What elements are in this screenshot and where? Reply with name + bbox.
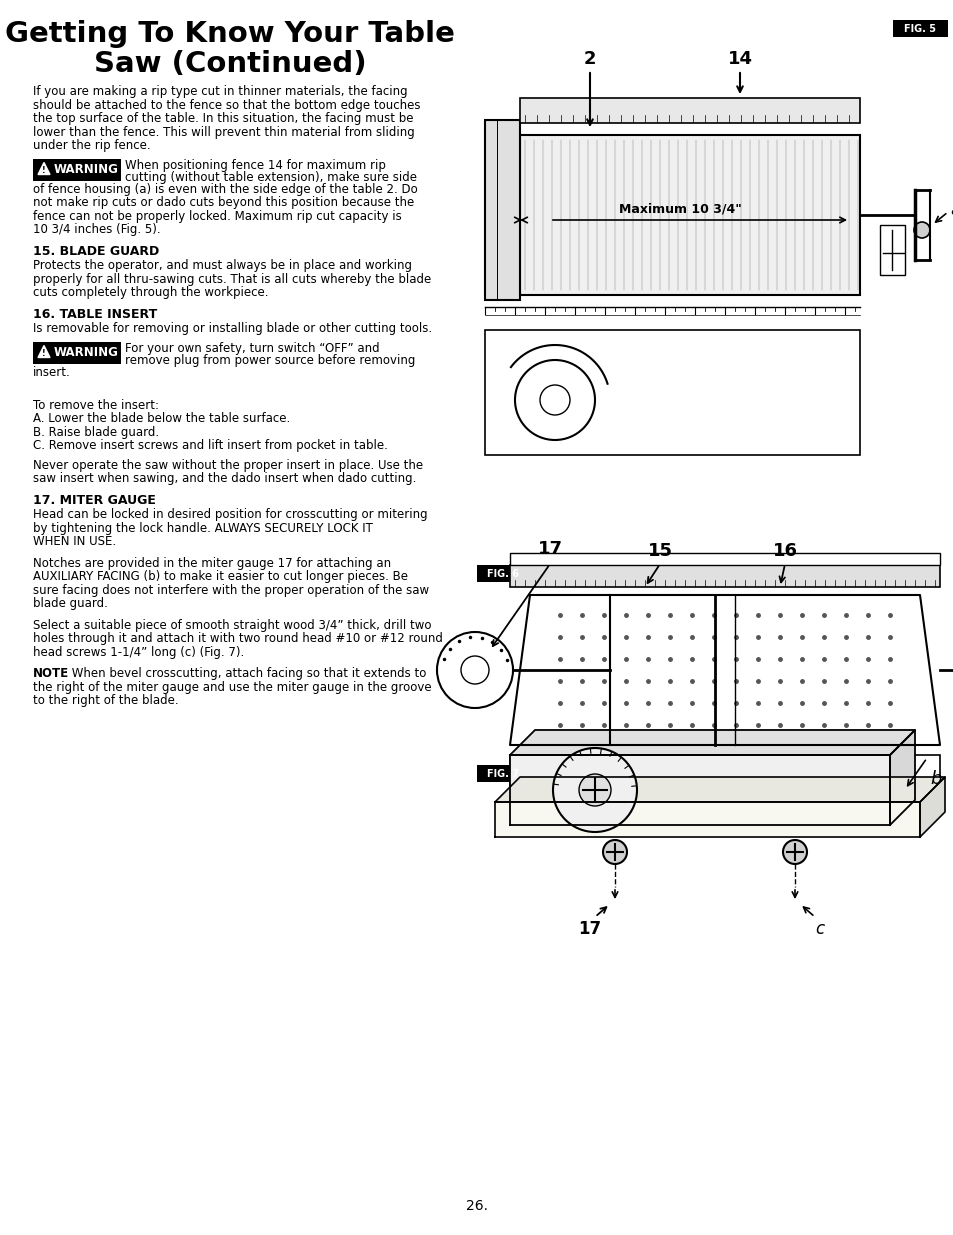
FancyBboxPatch shape <box>510 564 939 587</box>
Text: A. Lower the blade below the table surface.: A. Lower the blade below the table surfa… <box>33 412 290 425</box>
Text: 10 3/4 inches (Fig. 5).: 10 3/4 inches (Fig. 5). <box>33 224 160 236</box>
Polygon shape <box>889 730 914 825</box>
Text: WHEN IN USE.: WHEN IN USE. <box>33 535 116 548</box>
Text: 17: 17 <box>578 920 601 939</box>
Circle shape <box>602 840 626 864</box>
Text: 26.: 26. <box>465 1199 488 1213</box>
FancyBboxPatch shape <box>892 20 947 37</box>
Text: To remove the insert:: To remove the insert: <box>33 399 159 411</box>
Text: B. Raise blade guard.: B. Raise blade guard. <box>33 426 159 438</box>
FancyBboxPatch shape <box>33 342 121 363</box>
Text: Is removable for removing or installing blade or other cutting tools.: Is removable for removing or installing … <box>33 322 432 335</box>
Polygon shape <box>510 595 939 745</box>
Text: should be attached to the fence so that the bottom edge touches: should be attached to the fence so that … <box>33 99 420 111</box>
Text: 16. TABLE INSERT: 16. TABLE INSERT <box>33 308 157 321</box>
Text: blade guard.: blade guard. <box>33 597 108 610</box>
Text: b: b <box>929 769 941 788</box>
Text: Notches are provided in the miter gauge 17 for attaching an: Notches are provided in the miter gauge … <box>33 557 391 569</box>
Text: by tightening the lock handle. ALWAYS SECURELY LOCK IT: by tightening the lock handle. ALWAYS SE… <box>33 521 373 535</box>
Polygon shape <box>495 777 944 802</box>
Circle shape <box>913 222 929 238</box>
FancyBboxPatch shape <box>510 553 939 564</box>
Text: Saw (Continued): Saw (Continued) <box>93 49 366 78</box>
Text: head screws 1-1/4” long (c) (Fig. 7).: head screws 1-1/4” long (c) (Fig. 7). <box>33 646 244 658</box>
Text: a: a <box>949 201 953 219</box>
Text: of fence housing (a) is even with the side edge of the table 2. Do: of fence housing (a) is even with the si… <box>33 183 417 195</box>
Text: C. Remove insert screws and lift insert from pocket in table.: C. Remove insert screws and lift insert … <box>33 438 388 452</box>
Polygon shape <box>495 802 919 837</box>
Text: : When bevel crosscutting, attach facing so that it extends to: : When bevel crosscutting, attach facing… <box>64 667 426 680</box>
Polygon shape <box>510 755 889 825</box>
Polygon shape <box>510 730 914 755</box>
Text: under the rip fence.: under the rip fence. <box>33 140 151 152</box>
Text: !: ! <box>42 165 46 174</box>
Text: FIG. 5: FIG. 5 <box>903 23 936 33</box>
Text: WARNING: WARNING <box>53 346 118 359</box>
Text: 16: 16 <box>772 542 797 559</box>
Text: 15: 15 <box>647 542 672 559</box>
Text: c: c <box>815 920 823 939</box>
FancyBboxPatch shape <box>484 330 859 454</box>
Polygon shape <box>38 163 50 174</box>
FancyBboxPatch shape <box>519 135 859 295</box>
FancyBboxPatch shape <box>33 158 121 180</box>
Text: the top surface of the table. In this situation, the facing must be: the top surface of the table. In this si… <box>33 112 413 125</box>
Polygon shape <box>38 346 50 357</box>
Text: lower than the fence. This will prevent thin material from sliding: lower than the fence. This will prevent … <box>33 126 415 138</box>
Text: AUXILIARY FACING (b) to make it easier to cut longer pieces. Be: AUXILIARY FACING (b) to make it easier t… <box>33 571 408 583</box>
FancyBboxPatch shape <box>476 564 529 582</box>
Text: to the right of the blade.: to the right of the blade. <box>33 694 178 706</box>
Text: 14: 14 <box>727 49 752 68</box>
Text: 17: 17 <box>537 540 562 558</box>
Text: properly for all thru-sawing cuts. That is all cuts whereby the blade: properly for all thru-sawing cuts. That … <box>33 273 431 285</box>
FancyBboxPatch shape <box>484 120 519 300</box>
FancyBboxPatch shape <box>519 98 859 124</box>
Text: holes through it and attach it with two round head #10 or #12 round: holes through it and attach it with two … <box>33 632 442 645</box>
Text: cuts completely through the workpiece.: cuts completely through the workpiece. <box>33 287 268 299</box>
Text: the right of the miter gauge and use the miter gauge in the groove: the right of the miter gauge and use the… <box>33 680 431 694</box>
Text: fence can not be properly locked. Maximum rip cut capacity is: fence can not be properly locked. Maximu… <box>33 210 401 222</box>
Text: Maximum 10 3/4": Maximum 10 3/4" <box>618 203 740 215</box>
Text: Getting To Know Your Table: Getting To Know Your Table <box>5 20 455 48</box>
Text: For your own safety, turn switch “OFF” and: For your own safety, turn switch “OFF” a… <box>125 342 379 354</box>
Text: 15. BLADE GUARD: 15. BLADE GUARD <box>33 245 159 258</box>
Text: When positioning fence 14 for maximum rip: When positioning fence 14 for maximum ri… <box>125 158 385 172</box>
FancyBboxPatch shape <box>476 764 529 782</box>
Text: remove plug from power source before removing: remove plug from power source before rem… <box>125 354 415 367</box>
Text: FIG. 6: FIG. 6 <box>486 568 518 578</box>
Circle shape <box>782 840 806 864</box>
Circle shape <box>578 774 610 806</box>
Polygon shape <box>919 777 944 837</box>
Text: not make rip cuts or dado cuts beyond this position because the: not make rip cuts or dado cuts beyond th… <box>33 196 414 209</box>
Text: If you are making a rip type cut in thinner materials, the facing: If you are making a rip type cut in thin… <box>33 85 407 98</box>
Text: !: ! <box>42 348 46 357</box>
Text: FIG. 7: FIG. 7 <box>486 768 518 778</box>
FancyBboxPatch shape <box>510 755 939 810</box>
Text: Protects the operator, and must always be in place and working: Protects the operator, and must always b… <box>33 259 412 272</box>
Text: sure facing does not interfere with the proper operation of the saw: sure facing does not interfere with the … <box>33 583 429 597</box>
Text: 2: 2 <box>583 49 596 68</box>
Text: 17. MITER GAUGE: 17. MITER GAUGE <box>33 494 155 506</box>
Text: Head can be locked in desired position for crosscutting or mitering: Head can be locked in desired position f… <box>33 508 427 521</box>
Text: NOTE: NOTE <box>33 667 69 680</box>
Text: Select a suitable piece of smooth straight wood 3/4” thick, drill two: Select a suitable piece of smooth straig… <box>33 619 431 631</box>
Text: cutting (without table extension), make sure side: cutting (without table extension), make … <box>125 170 416 184</box>
FancyBboxPatch shape <box>879 225 904 275</box>
Text: saw insert when sawing, and the dado insert when dado cutting.: saw insert when sawing, and the dado ins… <box>33 472 416 485</box>
Text: WARNING: WARNING <box>53 163 118 177</box>
Text: Never operate the saw without the proper insert in place. Use the: Never operate the saw without the proper… <box>33 458 423 472</box>
Text: insert.: insert. <box>33 366 71 378</box>
Circle shape <box>553 748 637 832</box>
